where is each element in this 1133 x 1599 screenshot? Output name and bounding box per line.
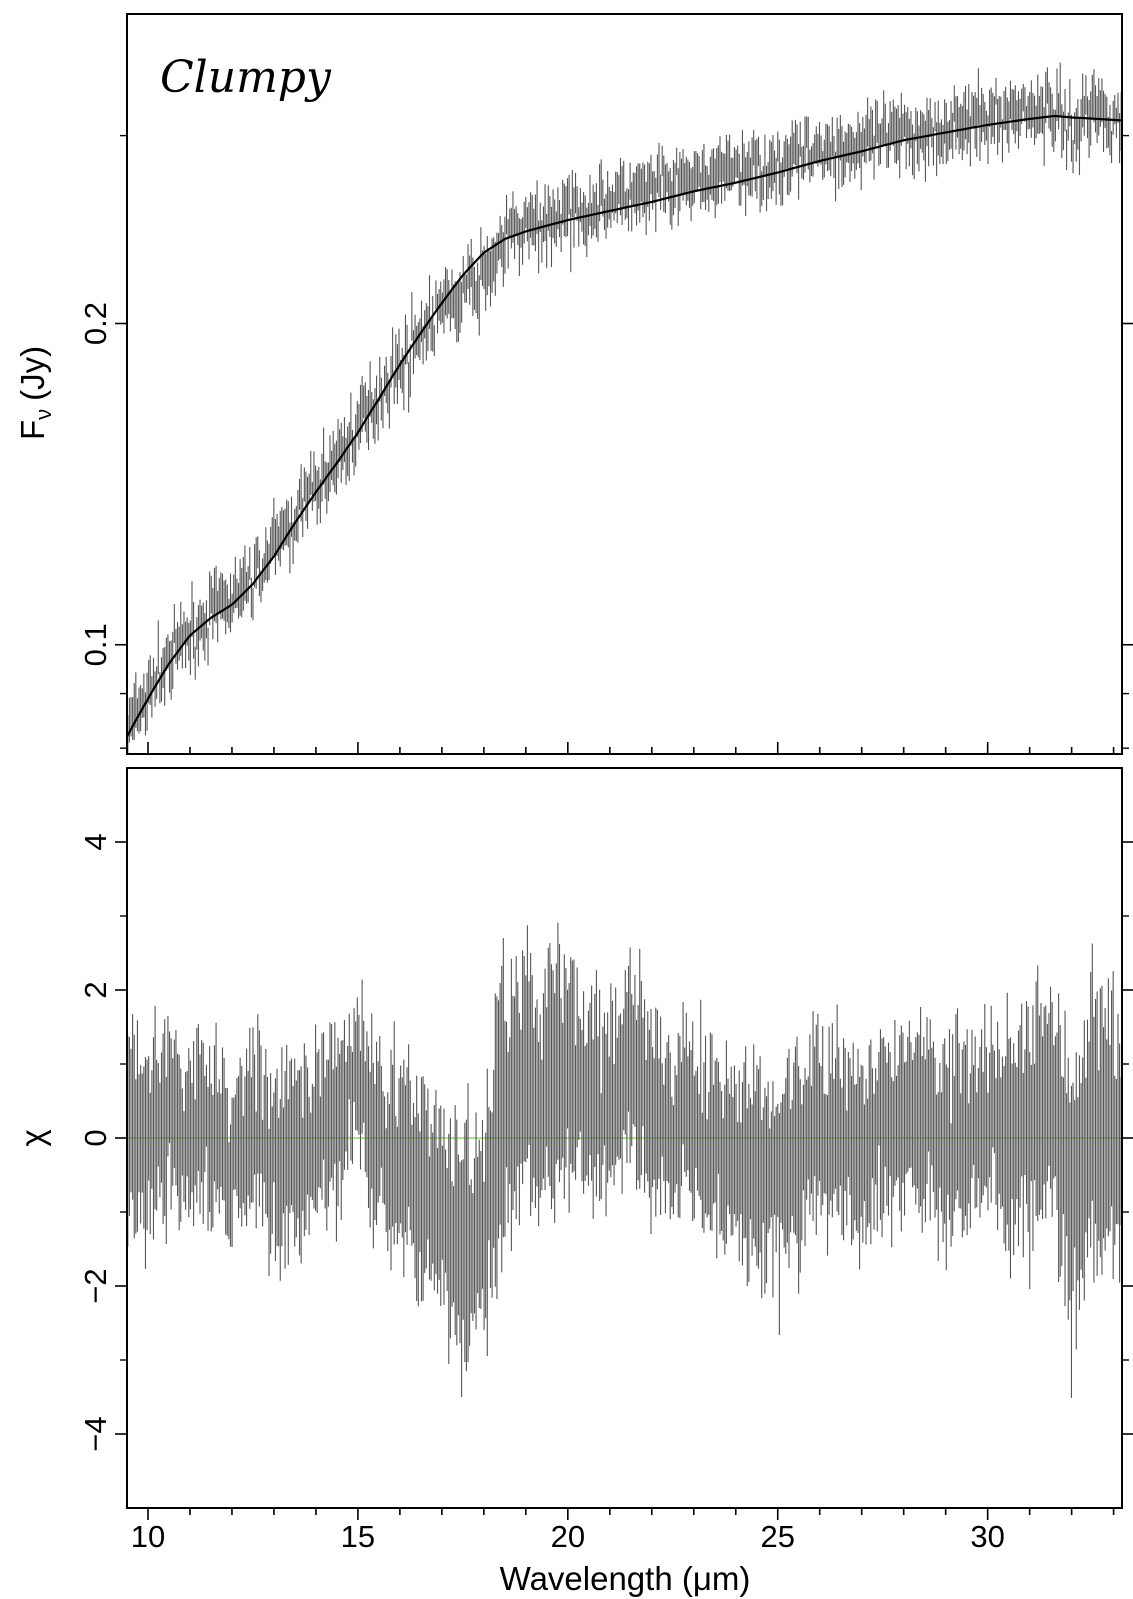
x-tick-label: 25 xyxy=(760,1519,794,1554)
top-panel: 0.1 0.2 Clumpy Fν (Jy) xyxy=(14,13,1133,755)
bottom-y-tick-label: −4 xyxy=(78,1416,113,1451)
bottom-panel-marks xyxy=(127,922,1122,1398)
top-y-axis-title: Fν (Jy) xyxy=(14,346,56,440)
top-y-tick-label: 0.1 xyxy=(78,623,113,666)
model-curve xyxy=(126,114,1123,738)
bottom-panel: 10 15 20 25 30 −4 −2 0 2 4 χ Wavelength (μm) xyxy=(14,767,1133,1597)
y-axis-title-main: F xyxy=(14,420,51,440)
x-tick-label: 30 xyxy=(970,1519,1004,1554)
top-panel-frame xyxy=(126,13,1123,755)
bottom-y-tick-label: 2 xyxy=(78,981,113,998)
x-tick-label: 10 xyxy=(131,1519,165,1554)
bottom-y-axis-title: χ xyxy=(14,1129,51,1146)
bottom-panel-ticks: 10 15 20 25 30 −4 −2 0 2 4 xyxy=(78,833,1133,1554)
x-tick-label: 15 xyxy=(341,1519,375,1554)
panel-annotation: Clumpy xyxy=(160,52,332,103)
svg-text:Fν(Jy): Fν (Jy) xyxy=(14,346,56,440)
bottom-y-tick-label: 4 xyxy=(78,833,113,850)
top-y-tick-label: 0.2 xyxy=(78,302,113,345)
x-tick-label: 20 xyxy=(551,1519,585,1554)
top-panel-marks xyxy=(126,62,1123,754)
bottom-y-tick-label: 0 xyxy=(78,1129,113,1146)
x-axis-title: Wavelength (μm) xyxy=(500,1560,751,1597)
bottom-y-tick-label: −2 xyxy=(78,1268,113,1303)
y-axis-title-unit: (Jy) xyxy=(14,346,51,401)
top-panel-ticks: 0.1 0.2 xyxy=(78,134,1133,754)
y-axis-title-sub: ν xyxy=(31,409,56,420)
